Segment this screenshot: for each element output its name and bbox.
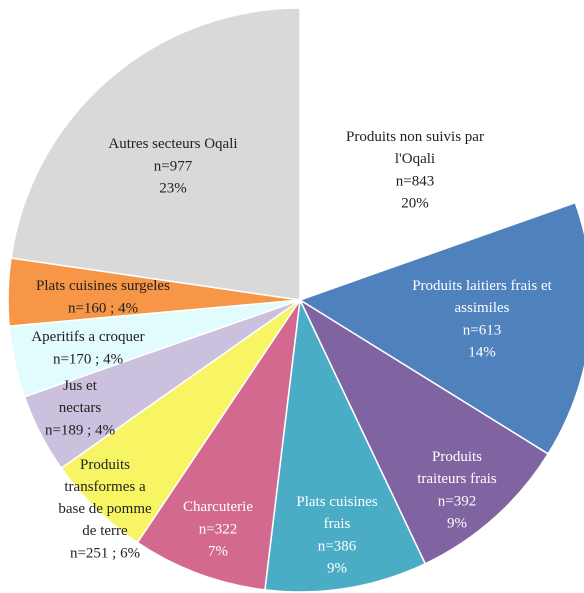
slice-label: Jus et nectars bbox=[59, 378, 102, 416]
value-label: n=322 bbox=[199, 521, 237, 537]
value-label: 23% bbox=[159, 180, 187, 196]
value-label: n=392 bbox=[438, 493, 476, 509]
slice-label: Produits non suivis par l'Oqali bbox=[346, 129, 484, 167]
pie-slice bbox=[298, 201, 584, 455]
slice-label: Charcuterie bbox=[183, 499, 253, 515]
slice-label: Produits transformes a base de pomme de ter… bbox=[58, 457, 152, 539]
slice-label: Aperitifs a croquer bbox=[31, 329, 144, 345]
slice-label: Autres secteurs Oqali bbox=[108, 136, 237, 152]
value-label: n=977 bbox=[154, 158, 193, 174]
slice-label: Produits laitiers frais et assimiles bbox=[412, 278, 552, 316]
value-label: n=189 ; 4% bbox=[45, 422, 115, 438]
slice-label: Produits traiteurs frais bbox=[417, 449, 497, 487]
value-label: n=843 bbox=[396, 173, 434, 189]
value-label: n=170 ; 4% bbox=[53, 351, 123, 367]
pie-slice bbox=[298, 298, 550, 565]
pie-slice bbox=[299, 7, 577, 302]
slice-label: Plats cuisines surgeles bbox=[36, 278, 170, 294]
pie-slice bbox=[264, 297, 427, 593]
value-label: 20% bbox=[401, 195, 429, 211]
value-label: 14% bbox=[468, 344, 496, 360]
pie-slice bbox=[136, 299, 301, 591]
value-label: n=160 ; 4% bbox=[68, 300, 138, 316]
value-label: n=386 bbox=[318, 538, 357, 554]
value-label: 9% bbox=[447, 515, 467, 531]
pie-slice bbox=[10, 7, 301, 301]
slice-label: Plats cuisines frais bbox=[296, 494, 377, 532]
value-label: 7% bbox=[208, 543, 228, 559]
value-label: 9% bbox=[327, 560, 347, 576]
value-label: n=251 ; 6% bbox=[70, 545, 140, 561]
value-label: n=613 bbox=[463, 322, 501, 338]
